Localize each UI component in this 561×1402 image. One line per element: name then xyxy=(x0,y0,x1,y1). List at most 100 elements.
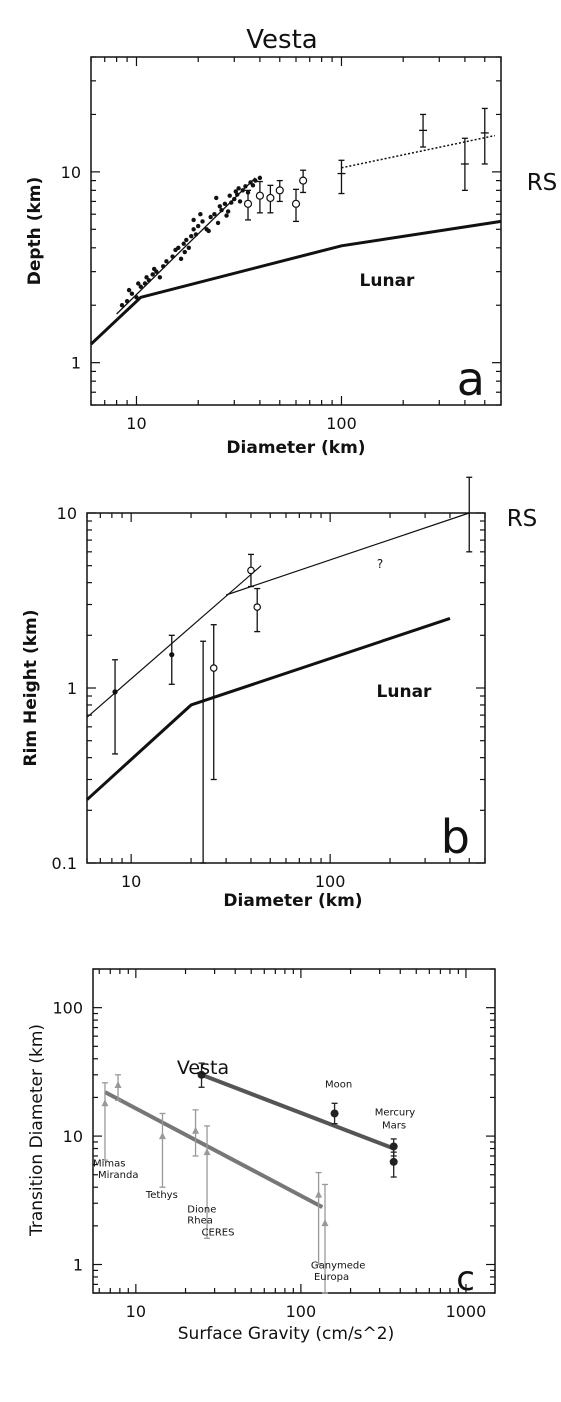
panel-c-triangle-point xyxy=(321,1219,329,1227)
panel-a-crater-point xyxy=(146,278,152,283)
panel-c-body-label: Moon xyxy=(325,1079,352,1090)
panel-b-y-tick-label: 0.1 xyxy=(52,854,77,873)
panel-a-crater-point xyxy=(170,254,175,259)
panel-b-filled-point xyxy=(169,652,175,658)
panel-a-crater-point xyxy=(257,175,263,181)
panel-c-body-label: CERES xyxy=(202,1228,235,1239)
panel-c-xlabel: Surface Gravity (cm/s^2) xyxy=(178,1324,394,1344)
panel-a-crater-point xyxy=(248,180,253,185)
panel-a-lunar-line xyxy=(89,219,502,346)
panel-b-complex-fit-line xyxy=(225,512,470,596)
panel-c-filled-point xyxy=(389,1157,398,1166)
panel-b-filled-point xyxy=(112,689,118,695)
panel-a-crater-point xyxy=(243,184,248,189)
panel-a-crater-point xyxy=(157,275,163,280)
panel-a-crater-point xyxy=(136,281,141,286)
panel-a-crater-point xyxy=(253,178,258,183)
panel-b-xlabel: Diameter (km) xyxy=(223,891,362,911)
panel-a-x-tick-label: 10 xyxy=(126,414,146,433)
panel-c-triangle-point xyxy=(114,1080,122,1088)
panel-c-icy-line xyxy=(104,1090,324,1209)
panel-a-marks: 10 100 1 10 xyxy=(61,56,502,433)
panel-c-body-label: Dione xyxy=(187,1204,216,1215)
panel-b-letter: b xyxy=(441,810,470,864)
panel-c-triangle-point xyxy=(192,1126,200,1134)
panel-b-open-point xyxy=(247,566,255,575)
panel-a-crater-point xyxy=(124,298,130,304)
panel-c-y-tick-label: 100 xyxy=(52,999,83,1018)
panel-a-crater-point xyxy=(237,199,243,204)
panel-a-crater-point xyxy=(217,204,223,209)
panel-a-rs-label: RS xyxy=(527,170,558,196)
panel-c-y-tick-label: 1 xyxy=(73,1256,83,1275)
panel-a-crater-point xyxy=(250,183,256,188)
panel-c-letter: c xyxy=(456,1259,475,1299)
panel-b-open-point xyxy=(253,603,262,611)
panel-a-crater-point xyxy=(214,195,219,201)
panel-a-crater-point xyxy=(186,245,192,250)
panel-c-marks: 10 100 1000 1 10 100 Moon Mercury Mars MimasMiran… xyxy=(52,968,495,1321)
panel-c-body-label: Mars xyxy=(382,1120,406,1131)
panel-a-crater-point xyxy=(129,291,135,296)
panel-c-complex-line xyxy=(200,1072,395,1151)
panel-b-simple-fit-line xyxy=(86,565,262,718)
panel-a-crater-point xyxy=(212,212,217,217)
panel-a-open-point xyxy=(291,199,301,208)
panel-b-marks: 10 100 0.1 1 10 xyxy=(52,476,486,891)
panel-a-crater-point xyxy=(176,245,181,250)
panel-a-crater-point xyxy=(151,266,157,272)
panel-c-body-label: Ganymede xyxy=(311,1261,366,1272)
panel-a-crater-point xyxy=(219,207,224,213)
panel-c-triangle-point xyxy=(101,1099,109,1107)
panel-c-y-tick-label: 10 xyxy=(63,1127,83,1146)
panel-a-rs-trend xyxy=(341,134,496,169)
panel-a-crater-point xyxy=(150,272,155,277)
panel-a-crater-point xyxy=(142,281,148,286)
panel-a-crater-point xyxy=(227,193,232,198)
panel-a-crater-point xyxy=(232,196,237,202)
panel-a-crater-point xyxy=(208,214,213,220)
panel-c-body-label: Rhea xyxy=(187,1216,213,1227)
panel-a-crater-point xyxy=(236,186,241,191)
panel-a-crater-point xyxy=(229,200,234,205)
panel-a-open-point xyxy=(243,199,253,208)
panel-a-crater-point xyxy=(138,284,144,289)
panel-b: 10 100 0.1 1 10 Diameter (km) Rim Height (km… xyxy=(21,476,538,911)
panel-a-y-tick-label: 10 xyxy=(61,163,81,182)
panel-a-crater-point xyxy=(184,237,189,243)
panel-c-filled-point xyxy=(389,1142,398,1151)
panel-a-crater-point xyxy=(233,189,238,194)
panel-c-x-tick-label: 1000 xyxy=(446,1302,487,1321)
panel-a-crater-point xyxy=(182,249,187,255)
panel-c-x-tick-label: 100 xyxy=(286,1302,317,1321)
panel-c-frame xyxy=(92,968,496,1294)
panel-c-triangle-point xyxy=(158,1132,166,1140)
panel-a-open-point xyxy=(266,193,275,203)
panel-a-crater-point xyxy=(225,209,231,214)
panel-a-x-tick-label: 100 xyxy=(326,414,357,433)
panel-a-fit-line xyxy=(116,177,256,315)
panel-c-ylabel: Transition Diameter (km) xyxy=(27,1024,47,1237)
panel-b-y-tick-label: 10 xyxy=(57,504,77,523)
panel-b-rs-label: RS xyxy=(507,506,538,532)
panel-a-open-point xyxy=(255,191,265,200)
panel-a-crater-point xyxy=(222,201,228,207)
panel-a-crater-point xyxy=(191,217,196,223)
panel-c-x-tick-label: 10 xyxy=(126,1302,146,1321)
panel-a-crater-point xyxy=(164,259,169,264)
panel-a-crater-point xyxy=(224,213,229,218)
panel-c-filled-point xyxy=(197,1070,206,1079)
panel-a-crater-point xyxy=(178,256,184,262)
panel-a-crater-point xyxy=(195,223,201,229)
panel-b-y-tick-label: 1 xyxy=(67,679,77,698)
panel-a-crater-point xyxy=(134,295,139,300)
panel-a-open-point xyxy=(299,176,308,185)
panel-a-crater-point xyxy=(240,188,245,193)
panel-a-xlabel: Diameter (km) xyxy=(226,438,365,458)
panel-c-body-label: Mercury xyxy=(375,1107,416,1118)
panel-c-vesta-label: Vesta xyxy=(177,1057,229,1079)
panel-a-crater-point xyxy=(200,219,205,224)
panel-a-letter: a xyxy=(457,352,485,406)
panel-a-crater-point xyxy=(215,220,221,226)
